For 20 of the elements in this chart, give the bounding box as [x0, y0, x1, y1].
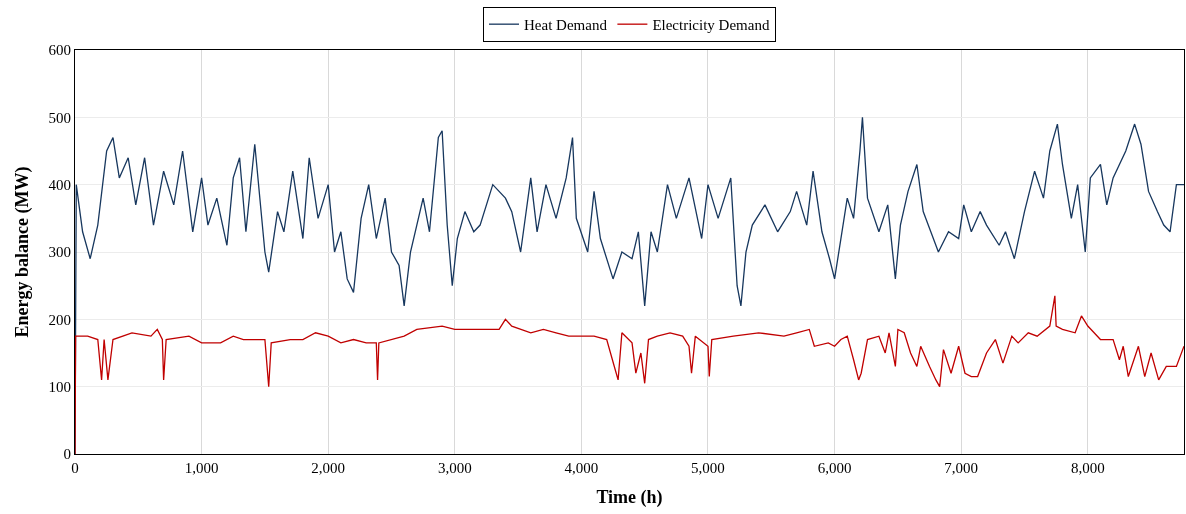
x-tick-label: 5,000 [691, 460, 725, 476]
legend-label: Heat Demand [524, 17, 608, 34]
y-tick-label: 600 [48, 42, 71, 59]
y-tick-label: 100 [48, 378, 71, 395]
y-tick-label: 0 [63, 446, 71, 463]
x-tick-label: 1,000 [184, 460, 219, 476]
y-tick-label: 500 [48, 109, 71, 126]
x-tick-label: 8,000 [1070, 460, 1105, 476]
x-axis-title: Time (h) [596, 487, 663, 509]
x-tick-label: 6,000 [817, 460, 852, 476]
y-tick-label: 300 [48, 244, 71, 261]
x-tick-label: 4,000 [564, 460, 599, 476]
line-series [75, 295, 1184, 454]
y-axis-title: Energy balance (MW) [11, 166, 33, 338]
y-tick-label: 400 [48, 176, 71, 193]
legend-label: Electricity Demand [652, 17, 770, 34]
y-tick-label: 200 [48, 311, 71, 328]
x-tick-label: 3,000 [437, 460, 472, 476]
x-tick-label: 2,000 [311, 460, 346, 476]
x-tick-label: 7,000 [944, 460, 979, 476]
